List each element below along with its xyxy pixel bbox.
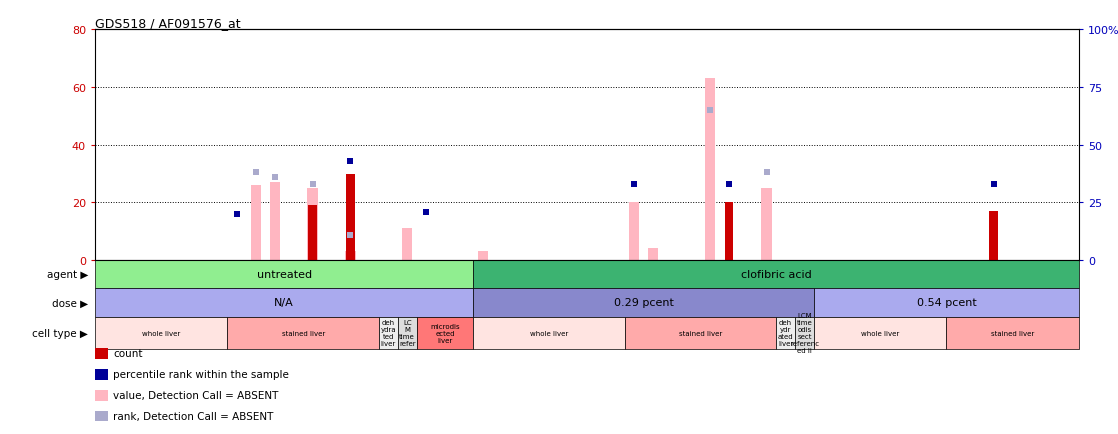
- Text: deh
ydr
ated
liver: deh ydr ated liver: [778, 319, 794, 347]
- Bar: [347, 174, 354, 260]
- Text: LCM
time
odis
sect
referenc
ed li: LCM time odis sect referenc ed li: [790, 312, 819, 354]
- Bar: [648, 249, 659, 260]
- Bar: [402, 229, 413, 260]
- Text: rank, Detection Call = ABSENT: rank, Detection Call = ABSENT: [113, 411, 273, 421]
- Bar: [814, 317, 947, 349]
- Bar: [814, 289, 1079, 317]
- Bar: [345, 252, 356, 260]
- Bar: [947, 317, 1079, 349]
- Text: stained liver: stained liver: [282, 330, 324, 336]
- Text: whole liver: whole liver: [530, 330, 568, 336]
- Bar: [477, 252, 489, 260]
- Text: microdis
ected
liver: microdis ected liver: [430, 323, 459, 343]
- Bar: [379, 317, 398, 349]
- Bar: [473, 289, 814, 317]
- Bar: [227, 317, 379, 349]
- Bar: [309, 206, 316, 260]
- Text: count: count: [113, 349, 142, 358]
- Bar: [989, 211, 998, 260]
- Text: untreated: untreated: [257, 270, 312, 279]
- Text: LC
M
time
refer: LC M time refer: [399, 319, 416, 347]
- Text: clofibric acid: clofibric acid: [741, 270, 812, 279]
- Bar: [473, 317, 625, 349]
- Text: percentile rank within the sample: percentile rank within the sample: [113, 369, 288, 379]
- Bar: [250, 186, 260, 260]
- Bar: [417, 317, 473, 349]
- Text: cell type ▶: cell type ▶: [32, 328, 88, 338]
- Text: deh
ydra
ted
liver: deh ydra ted liver: [380, 319, 396, 347]
- Bar: [795, 317, 814, 349]
- Bar: [629, 203, 639, 260]
- Bar: [704, 79, 716, 260]
- Text: whole liver: whole liver: [861, 330, 899, 336]
- Bar: [776, 317, 795, 349]
- Text: stained liver: stained liver: [991, 330, 1034, 336]
- Text: agent ▶: agent ▶: [47, 270, 88, 279]
- Bar: [307, 188, 318, 260]
- Bar: [269, 183, 280, 260]
- Bar: [95, 289, 473, 317]
- Bar: [95, 317, 227, 349]
- Bar: [473, 260, 1079, 289]
- Text: N/A: N/A: [274, 298, 294, 308]
- Text: dose ▶: dose ▶: [53, 298, 88, 308]
- Text: stained liver: stained liver: [679, 330, 722, 336]
- Text: GDS518 / AF091576_at: GDS518 / AF091576_at: [95, 17, 240, 30]
- Text: whole liver: whole liver: [142, 330, 180, 336]
- Text: 0.29 pcent: 0.29 pcent: [614, 298, 674, 308]
- Bar: [724, 203, 733, 260]
- Bar: [95, 260, 473, 289]
- Bar: [625, 317, 776, 349]
- Text: 0.54 pcent: 0.54 pcent: [917, 298, 976, 308]
- Text: value, Detection Call = ABSENT: value, Detection Call = ABSENT: [113, 390, 278, 400]
- Bar: [761, 188, 771, 260]
- Bar: [398, 317, 417, 349]
